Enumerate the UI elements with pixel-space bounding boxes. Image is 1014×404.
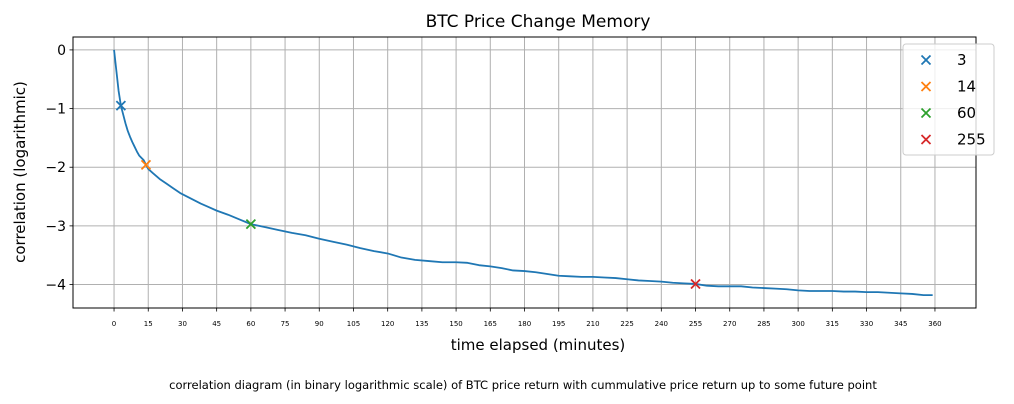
legend-marker-255: [920, 134, 932, 145]
x-axis-label: time elapsed (minutes): [451, 336, 626, 354]
legend-label-60: 60: [957, 104, 976, 122]
legend-marker-60: [920, 107, 932, 119]
x-tick-label: 165: [484, 320, 497, 328]
caption: correlation diagram (in binary logarithm…: [169, 378, 877, 392]
x-tick-label: 255: [689, 320, 702, 328]
legend-box: [902, 43, 995, 156]
x-tick-label: 180: [518, 320, 531, 328]
x-tick-label: 90: [315, 320, 324, 328]
x-tick-label: 330: [860, 320, 873, 328]
x-tick-label: 105: [347, 320, 360, 328]
legend-marker-3: [920, 54, 932, 66]
legend-label-14: 14: [957, 78, 976, 96]
y-tick-label: −4: [45, 278, 66, 294]
marker-60: [245, 218, 257, 230]
x-tick-label: 360: [928, 320, 941, 328]
x-tick-label: 240: [655, 320, 668, 328]
x-tick-label: 270: [723, 320, 736, 328]
series: [113, 49, 933, 296]
markers: [115, 100, 701, 290]
legend: 3 14 60 255: [902, 43, 995, 156]
x-tick-label: 150: [449, 320, 462, 328]
x-tick-label: 345: [894, 320, 907, 328]
x-tick-label: 285: [757, 320, 770, 328]
legend-marker-14: [920, 81, 932, 92]
x-tick-label: 75: [281, 320, 290, 328]
y-axis: 0 −1 −2 −3 −4: [45, 43, 73, 294]
chart-title: BTC Price Change Memory: [426, 12, 651, 32]
marker-14: [140, 159, 152, 171]
grid: [73, 37, 976, 308]
x-tick-label: 45: [212, 320, 221, 328]
y-tick-label: −2: [45, 160, 66, 176]
y-tick-label: −1: [45, 102, 66, 118]
correlation-line: [113, 49, 933, 296]
legend-label-255: 255: [957, 131, 986, 149]
y-tick-label: 0: [57, 43, 66, 59]
marker-3: [115, 100, 127, 111]
y-tick-label: −3: [45, 219, 66, 235]
x-tick-label: 195: [552, 320, 565, 328]
x-tick-label: 135: [415, 320, 428, 328]
x-tick-label: 30: [178, 320, 187, 328]
marker-255: [690, 278, 701, 290]
y-axis-label: correlation (logarithmic): [11, 81, 29, 263]
x-tick-label: 60: [246, 320, 255, 328]
x-axis: 0 15 30 45 60 75 90 105 120 135 150 165 180 195 210 225…: [112, 308, 942, 328]
x-tick-label: 315: [826, 320, 839, 328]
x-tick-label: 210: [586, 320, 599, 328]
x-tick-label: 0: [112, 320, 116, 328]
legend-label-3: 3: [957, 51, 967, 69]
x-tick-label: 300: [791, 320, 804, 328]
x-tick-label: 120: [381, 320, 394, 328]
x-tick-label: 15: [144, 320, 153, 328]
x-tick-label: 225: [620, 320, 633, 328]
